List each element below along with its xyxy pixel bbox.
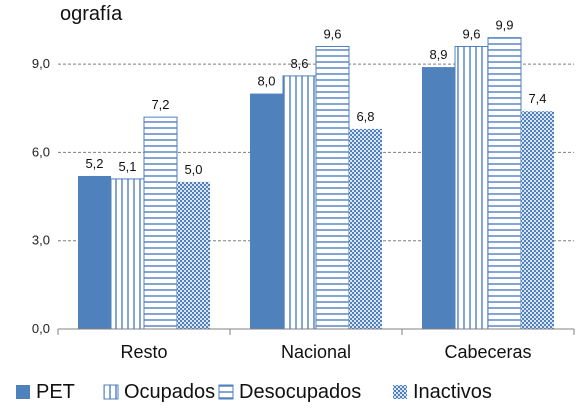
data-label: 9,6 <box>462 26 480 41</box>
bar-ocupados-resto <box>110 178 145 330</box>
chart-title-fragment: ografía <box>60 3 123 25</box>
bar-pet-cabeceras <box>422 67 455 329</box>
bar-inactivos-cabeceras <box>521 111 554 329</box>
bar-ocupados-cabeceras <box>454 45 489 330</box>
data-label: 9,9 <box>495 18 513 33</box>
bars <box>78 37 554 330</box>
bar-pet-resto <box>78 175 111 329</box>
legend-swatch-inactivos <box>393 385 407 399</box>
y-tick-label: 3,0 <box>32 233 50 248</box>
bar-ocupados-nacional <box>282 75 317 330</box>
legend-label-pet: PET <box>36 381 75 403</box>
data-label: 7,2 <box>151 97 169 112</box>
bar-inactivos-nacional <box>349 128 382 329</box>
legend-swatch-pet <box>16 385 30 399</box>
category-label: Nacional <box>281 342 351 362</box>
data-label: 8,0 <box>257 74 275 89</box>
data-label: 5,1 <box>118 159 136 174</box>
data-label: 7,4 <box>528 91 546 106</box>
y-tick-label: 9,0 <box>32 56 50 71</box>
data-label: 8,9 <box>429 47 447 62</box>
data-label: 8,6 <box>290 56 308 71</box>
legend-label-inactivos: Inactivos <box>413 381 492 403</box>
data-labels: 5,2 5,1 7,2 5,0 8,0 8,6 9,6 6,8 8,9 9,6 9,9 7,4 <box>85 18 546 177</box>
legend-label-desocupados: Desocupados <box>239 381 361 403</box>
bar-desocupados-nacional <box>315 45 350 330</box>
bar-desocupados-resto <box>143 116 178 330</box>
bar-inactivos-resto <box>177 181 210 329</box>
y-axis-ticks: 0,0 3,0 6,0 9,0 <box>32 56 50 336</box>
y-tick-label: 6,0 <box>32 144 50 159</box>
data-label: 6,8 <box>356 109 374 124</box>
x-axis <box>57 328 575 335</box>
legend-swatch-ocupados <box>103 384 119 400</box>
bar-pet-nacional <box>250 93 283 329</box>
bar-desocupados-cabeceras <box>487 37 522 330</box>
y-tick-label: 0,0 <box>32 321 50 336</box>
data-label: 5,2 <box>85 156 103 171</box>
legend-label-ocupados: Ocupados <box>124 381 215 403</box>
data-label: 5,0 <box>184 162 202 177</box>
legend: PET Ocupados Desocupados Inactivos <box>16 381 492 403</box>
legend-swatch-desocupados <box>218 384 234 400</box>
category-label: Resto <box>120 342 167 362</box>
data-label: 9,6 <box>323 26 341 41</box>
category-label: Cabeceras <box>444 342 531 362</box>
category-labels: Resto Nacional Cabeceras <box>120 342 531 362</box>
